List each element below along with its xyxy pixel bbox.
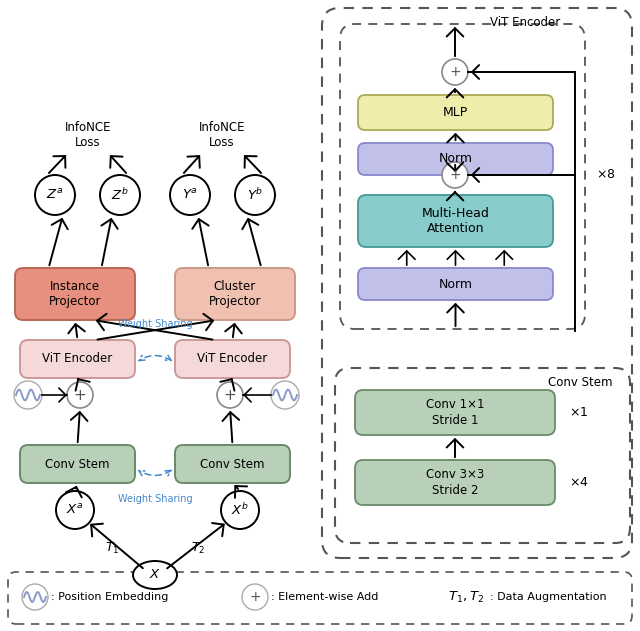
Text: $\times 1$: $\times 1$ xyxy=(569,406,588,419)
Text: $T_2$: $T_2$ xyxy=(191,540,205,555)
FancyBboxPatch shape xyxy=(15,268,135,320)
Circle shape xyxy=(100,175,140,215)
Circle shape xyxy=(242,584,268,610)
Text: Conv Stem: Conv Stem xyxy=(45,457,109,471)
Text: +: + xyxy=(449,168,461,182)
FancyBboxPatch shape xyxy=(175,445,290,483)
Circle shape xyxy=(442,59,468,85)
Text: +: + xyxy=(74,387,86,403)
Circle shape xyxy=(442,162,468,188)
FancyBboxPatch shape xyxy=(8,572,632,624)
Text: : Data Augmentation: : Data Augmentation xyxy=(490,592,607,602)
Text: Conv Stem: Conv Stem xyxy=(200,457,265,471)
Text: : Element-wise Add: : Element-wise Add xyxy=(271,592,378,602)
Text: InfoNCE
Loss: InfoNCE Loss xyxy=(199,121,245,149)
Circle shape xyxy=(67,382,93,408)
Text: Conv 3×3
Stride 2: Conv 3×3 Stride 2 xyxy=(426,468,484,497)
Text: $\times 8$: $\times 8$ xyxy=(596,168,616,182)
Text: +: + xyxy=(223,387,236,403)
Circle shape xyxy=(217,382,243,408)
Text: : Position Embedding: : Position Embedding xyxy=(51,592,168,602)
Text: +: + xyxy=(449,65,461,79)
Text: Instance
Projector: Instance Projector xyxy=(49,280,101,308)
Circle shape xyxy=(170,175,210,215)
FancyBboxPatch shape xyxy=(322,8,632,558)
Text: MLP: MLP xyxy=(443,106,468,119)
Text: Weight Sharing: Weight Sharing xyxy=(118,319,192,329)
Text: $T_1,T_2$: $T_1,T_2$ xyxy=(448,589,484,604)
Text: Norm: Norm xyxy=(438,278,472,290)
Circle shape xyxy=(22,584,48,610)
Text: Weight Sharing: Weight Sharing xyxy=(118,494,192,504)
Text: ViT Encoder: ViT Encoder xyxy=(42,353,113,365)
Text: $Z^b$: $Z^b$ xyxy=(111,187,129,203)
Circle shape xyxy=(271,381,299,409)
FancyBboxPatch shape xyxy=(358,268,553,300)
FancyBboxPatch shape xyxy=(355,460,555,505)
FancyBboxPatch shape xyxy=(358,143,553,175)
Text: $Y^b$: $Y^b$ xyxy=(247,187,263,203)
Text: Cluster
Projector: Cluster Projector xyxy=(209,280,261,308)
FancyBboxPatch shape xyxy=(20,445,135,483)
Text: Norm: Norm xyxy=(438,153,472,165)
Circle shape xyxy=(221,491,259,529)
Text: Conv Stem: Conv Stem xyxy=(548,377,612,389)
Text: $T_1$: $T_1$ xyxy=(105,540,119,555)
Text: ViT Encoder: ViT Encoder xyxy=(490,16,560,28)
Text: $X$: $X$ xyxy=(149,569,161,582)
Text: $X^a$: $X^a$ xyxy=(66,503,84,517)
FancyBboxPatch shape xyxy=(175,340,290,378)
FancyBboxPatch shape xyxy=(355,390,555,435)
Text: $X^b$: $X^b$ xyxy=(231,502,249,518)
FancyBboxPatch shape xyxy=(335,368,630,543)
FancyBboxPatch shape xyxy=(358,95,553,130)
Text: $\times 4$: $\times 4$ xyxy=(569,476,589,489)
Circle shape xyxy=(56,491,94,529)
Ellipse shape xyxy=(133,561,177,589)
Text: Conv 1×1
Stride 1: Conv 1×1 Stride 1 xyxy=(426,399,484,427)
Text: InfoNCE
Loss: InfoNCE Loss xyxy=(65,121,111,149)
Circle shape xyxy=(235,175,275,215)
FancyBboxPatch shape xyxy=(358,195,553,247)
FancyBboxPatch shape xyxy=(20,340,135,378)
FancyBboxPatch shape xyxy=(175,268,295,320)
Text: $Z^a$: $Z^a$ xyxy=(46,188,63,202)
Circle shape xyxy=(14,381,42,409)
FancyBboxPatch shape xyxy=(340,24,585,329)
Circle shape xyxy=(35,175,75,215)
Text: Multi-Head
Attention: Multi-Head Attention xyxy=(422,207,490,235)
Text: ViT Encoder: ViT Encoder xyxy=(197,353,268,365)
Text: +: + xyxy=(249,590,261,604)
Text: $Y^a$: $Y^a$ xyxy=(182,188,198,202)
